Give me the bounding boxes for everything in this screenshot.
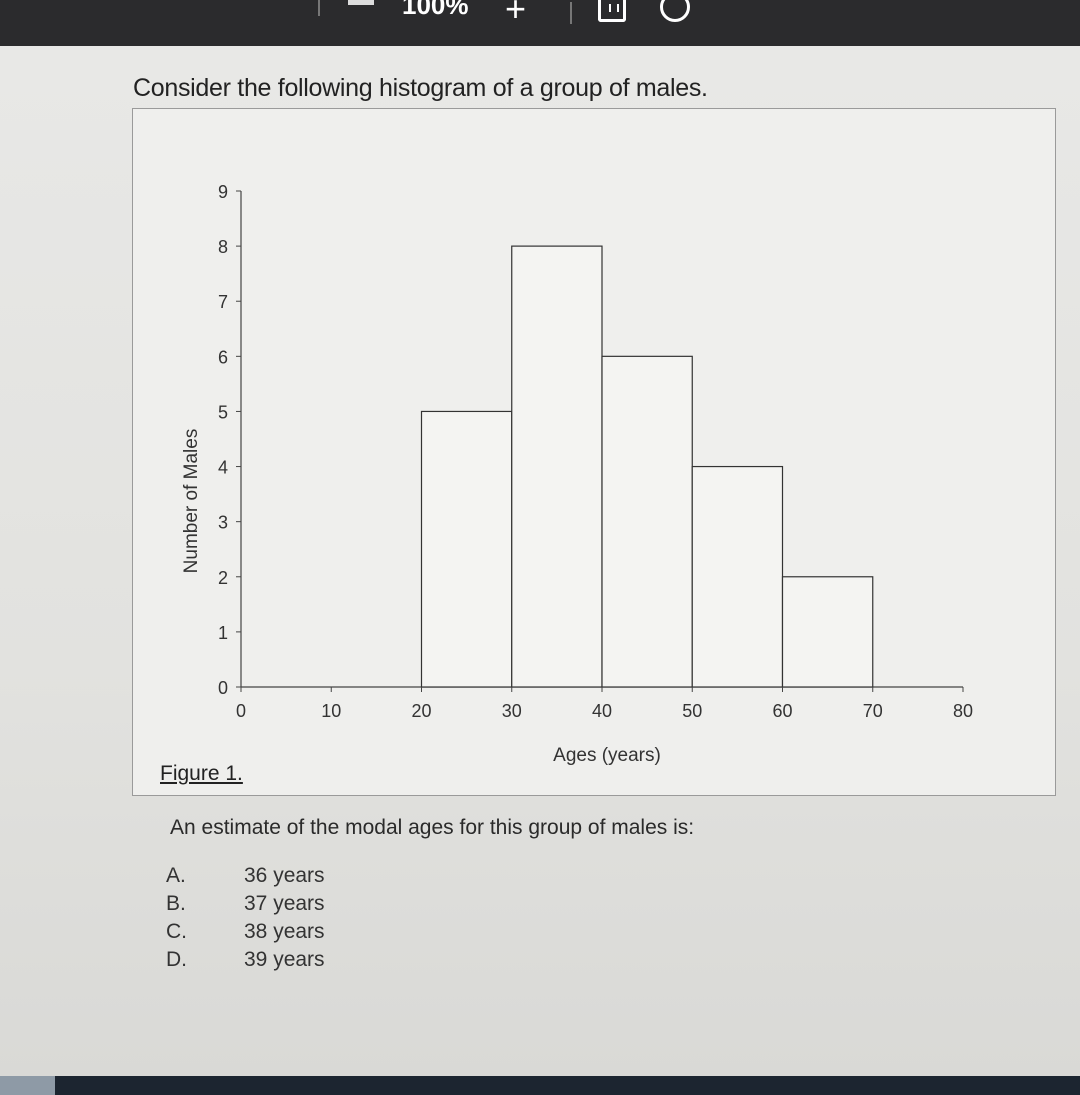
histogram-bar [601,355,693,688]
histogram-bar [691,465,784,688]
x-tick-label: 50 [682,701,702,721]
histogram-bar [511,245,603,688]
histogram-bar [420,410,513,688]
x-axis-label: Ages (years) [553,745,661,766]
x-tick-label: 20 [411,701,431,721]
y-tick-label: 6 [218,347,228,367]
question-intro: Consider the following histogram of a gr… [133,74,708,102]
answer-option-c[interactable]: C. 38 years [166,918,325,946]
zoom-out-button[interactable] [348,0,374,5]
toolbar-divider [570,2,572,24]
x-tick-label: 70 [863,701,883,721]
figure-caption: Figure 1. [160,762,243,785]
pdf-toolbar: 100% + [0,0,1080,46]
option-text: 36 years [244,864,325,887]
taskbar-start-area[interactable] [0,1076,55,1095]
y-tick-label: 5 [218,402,228,422]
y-tick-label: 4 [218,458,228,478]
y-tick-label: 1 [218,623,228,643]
document-page: Consider the following histogram of a gr… [0,46,1080,1076]
option-letter: D. [166,948,187,971]
option-text: 37 years [244,892,325,915]
answer-option-b[interactable]: B. 37 years [166,890,325,918]
option-text: 39 years [244,948,325,971]
answer-option-d[interactable]: D. 39 years [166,946,325,974]
y-tick-label: 8 [218,237,228,257]
y-tick-label: 2 [218,568,228,588]
option-letter: B. [166,892,186,915]
fit-page-icon[interactable] [598,0,626,22]
histogram-bar [781,576,874,688]
x-tick-label: 10 [321,701,341,721]
y-tick-label: 7 [218,292,228,312]
x-tick-label: 30 [502,701,522,721]
zoom-in-button[interactable]: + [505,0,527,29]
rotate-icon[interactable] [660,0,690,22]
option-letter: C. [166,920,187,943]
x-tick-label: 60 [772,701,792,721]
toolbar-divider [318,0,320,16]
taskbar [0,1076,1080,1095]
histogram-frame: 0 1 2 3 4 5 6 7 8 9 0 10 20 30 40 50 60 70 80 Number of Ma… [132,108,1056,796]
question-prompt: An estimate of the modal ages for this g… [170,816,695,839]
x-tick-label: 40 [592,701,612,721]
y-tick-label: 0 [218,678,228,698]
histogram-chart: 0 1 2 3 4 5 6 7 8 9 0 10 20 30 40 50 60 70 80 Number of Ma… [181,182,973,766]
x-tick-label: 80 [953,701,973,721]
y-tick-label: 3 [218,513,228,533]
y-tick-label: 9 [218,182,228,202]
option-text: 38 years [244,920,325,943]
zoom-level[interactable]: 100% [402,0,469,20]
y-axis-label: Number of Males [181,429,202,574]
answer-options: A. 36 years B. 37 years C. 38 years D. 39 ye… [166,862,325,974]
answer-option-a[interactable]: A. 36 years [166,862,325,890]
option-letter: A. [166,864,186,887]
x-tick-label: 0 [236,701,246,721]
